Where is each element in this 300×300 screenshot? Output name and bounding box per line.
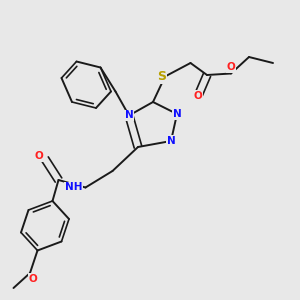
Text: NH: NH <box>65 182 82 193</box>
Text: O: O <box>226 62 236 73</box>
Text: O: O <box>34 151 43 161</box>
Text: S: S <box>158 70 166 83</box>
Text: N: N <box>167 136 176 146</box>
Text: O: O <box>28 274 38 284</box>
Text: N: N <box>172 109 182 119</box>
Text: N: N <box>124 110 134 121</box>
Text: O: O <box>194 91 202 101</box>
